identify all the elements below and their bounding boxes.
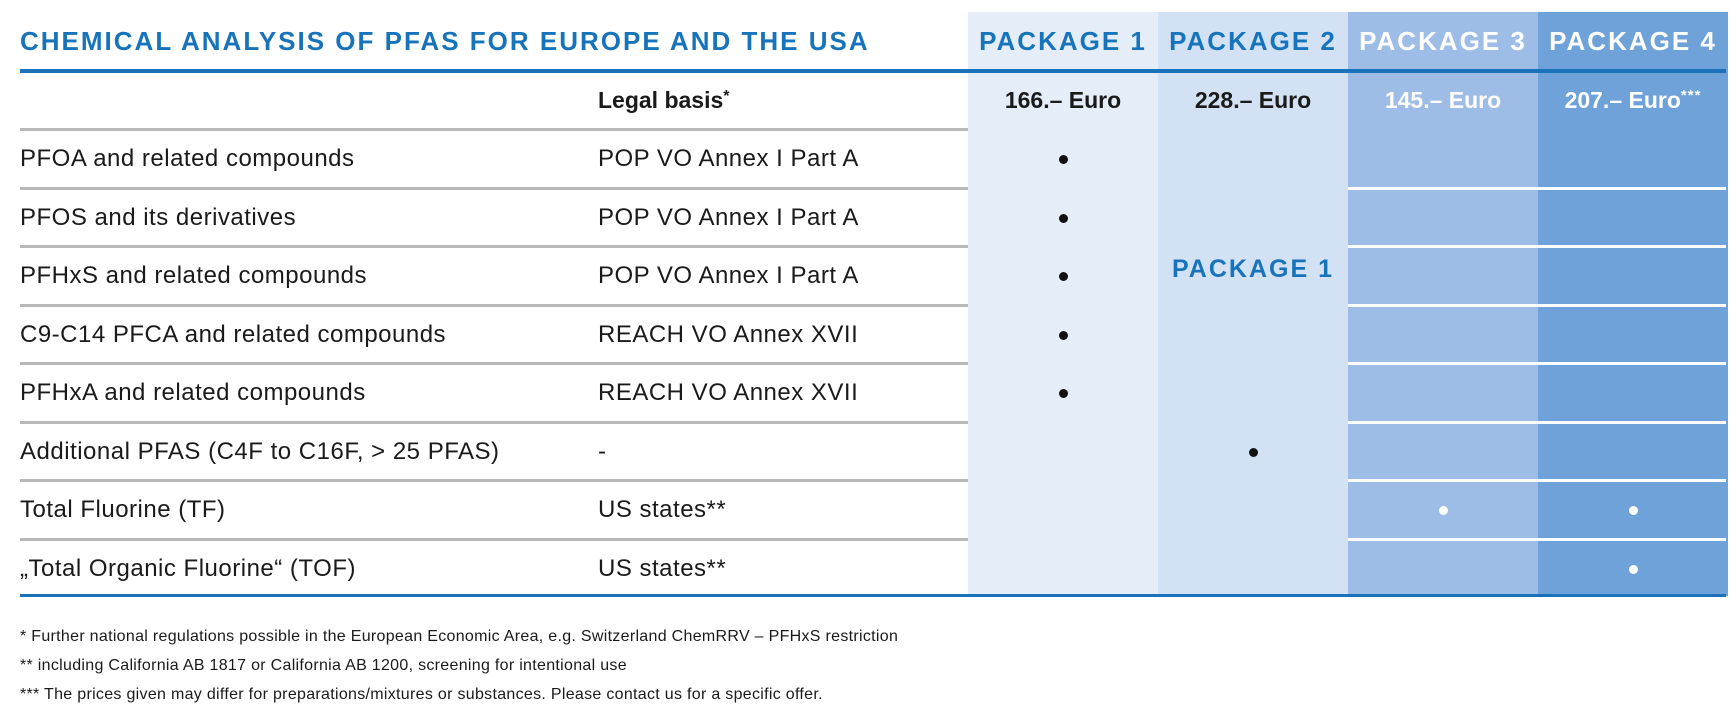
- row-separator: [1348, 187, 1726, 190]
- row-legal-basis: -: [598, 438, 607, 465]
- row-name: PFOA and related compounds: [20, 145, 355, 172]
- row-legal-basis: US states**: [598, 496, 727, 523]
- legal-basis-header: Legal basis*: [598, 87, 730, 113]
- row-separator: [1348, 362, 1726, 365]
- row-legal-basis: REACH VO Annex XVII: [598, 321, 859, 348]
- row-name: Total Fluorine (TF): [20, 496, 226, 523]
- row-name: PFOS and its derivatives: [20, 204, 297, 231]
- package-1-column: [968, 12, 1158, 596]
- row-separator: [20, 421, 968, 424]
- header-divider: [20, 69, 1726, 73]
- row-separator: [20, 479, 968, 482]
- package-1-included-dot: [1059, 272, 1068, 281]
- package-4-included-dot: [1629, 565, 1638, 574]
- row-name: Additional PFAS (C4F to C16F, > 25 PFAS): [20, 438, 500, 465]
- package-3-price: 145.– Euro: [1384, 87, 1502, 113]
- package-4-price: 207.– Euro***: [1564, 87, 1702, 113]
- package-1-included-dot: [1059, 331, 1068, 340]
- package-3-included-dot: [1439, 506, 1448, 515]
- footnote-1: * Further national regulations possible …: [20, 628, 899, 645]
- row-separator: [1348, 245, 1726, 248]
- row-separator: [1348, 479, 1726, 482]
- package-1-included-dot: [1059, 389, 1068, 398]
- package-2-header: PACKAGE 2: [1169, 26, 1337, 56]
- row-name: PFHxA and related compounds: [20, 379, 366, 406]
- row-name: PFHxS and related compounds: [20, 262, 368, 289]
- row-name: C9-C14 PFCA and related compounds: [20, 321, 447, 348]
- package-2-included-dot: [1249, 448, 1258, 457]
- package-2-includes-label: PACKAGE 1: [1171, 255, 1334, 283]
- row-legal-basis: REACH VO Annex XVII: [598, 379, 859, 406]
- table-title: CHEMICAL ANALYSIS OF PFAS FOR EUROPE AND…: [20, 26, 870, 56]
- package-3-header: PACKAGE 3: [1359, 26, 1527, 56]
- row-separator: [20, 362, 968, 365]
- footnote-3: *** The prices given may differ for prep…: [20, 686, 823, 703]
- row-legal-basis: POP VO Annex I Part A: [598, 204, 859, 231]
- package-2-price: 228.– Euro: [1194, 87, 1312, 113]
- table-bottom-line: [20, 594, 1726, 597]
- row-name: „Total Organic Fluorine“ (TOF): [20, 555, 356, 582]
- row-legal-basis: US states**: [598, 555, 727, 582]
- row-separator: [1348, 421, 1726, 424]
- row-separator: [20, 187, 968, 190]
- package-1-included-dot: [1059, 155, 1068, 164]
- row-separator: [1348, 538, 1726, 541]
- row-separator: [20, 245, 968, 248]
- row-legal-basis: POP VO Annex I Part A: [598, 145, 859, 172]
- package-4-header: PACKAGE 4: [1549, 26, 1717, 56]
- row-separator: [20, 304, 968, 307]
- package-4-included-dot: [1629, 506, 1638, 515]
- package-1-included-dot: [1059, 214, 1068, 223]
- package-1-price: 166.– Euro: [1004, 87, 1122, 113]
- row-separator: [1348, 304, 1726, 307]
- row-separator: [20, 128, 968, 131]
- package-2-column: [1158, 12, 1348, 596]
- package-1-header: PACKAGE 1: [979, 26, 1147, 56]
- row-legal-basis: POP VO Annex I Part A: [598, 262, 859, 289]
- row-separator: [20, 538, 968, 541]
- footnote-2: ** including California AB 1817 or Calif…: [20, 657, 627, 674]
